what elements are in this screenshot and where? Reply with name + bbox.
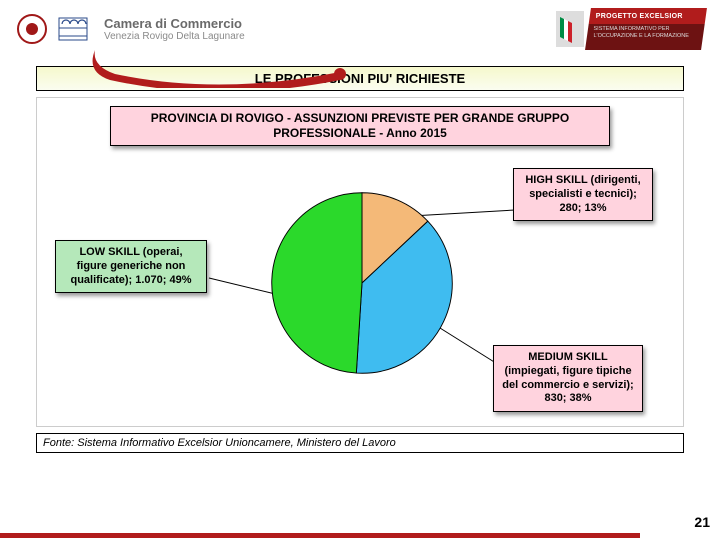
bottom-accent-bar: [0, 533, 640, 538]
excelsior-subtitle: SISTEMA INFORMATIVO PER L'OCCUPAZIONE E …: [593, 26, 697, 39]
source-citation: Fonte: Sistema Informativo Excelsior Uni…: [36, 433, 684, 453]
pie-slice-low: [272, 193, 362, 373]
excelsior-title: PROGETTO EXCELSIOR: [596, 13, 683, 20]
page-number: 21: [694, 514, 710, 530]
org-name-sub: Venezia Rovigo Delta Lagunare: [104, 31, 548, 42]
callout-low-text: LOW SKILL (operai, figure generiche non …: [70, 246, 191, 286]
callout-high-text: HIGH SKILL (dirigenti, specialisti e tec…: [525, 174, 640, 214]
pie-chart: [267, 188, 457, 378]
header-bar: Camera di Commercio Venezia Rovigo Delta…: [0, 0, 720, 54]
callout-medium-text: MEDIUM SKILL (impiegati, figure tipiche …: [502, 351, 633, 404]
emblem-logo-icon: [16, 13, 48, 45]
source-text: Fonte: Sistema Informativo Excelsior Uni…: [43, 437, 396, 449]
chart-frame: PROVINCIA DI ROVIGO - ASSUNZIONI PREVIST…: [36, 97, 684, 427]
org-name-block: Camera di Commercio Venezia Rovigo Delta…: [104, 16, 548, 42]
org-name-main: Camera di Commercio: [104, 16, 548, 31]
excelsior-badge-box: PROGETTO EXCELSIOR SISTEMA INFORMATIVO P…: [585, 8, 707, 50]
swoosh-icon: [90, 48, 350, 88]
callout-high-skill: HIGH SKILL (dirigenti, specialisti e tec…: [513, 168, 653, 221]
building-logo-icon: [58, 14, 88, 44]
excelsior-badge: PROGETTO EXCELSIOR SISTEMA INFORMATIVO P…: [556, 8, 704, 50]
italy-flag-icon: [556, 11, 584, 47]
callout-low-skill: LOW SKILL (operai, figure generiche non …: [55, 240, 207, 293]
callout-medium-skill: MEDIUM SKILL (impiegati, figure tipiche …: [493, 345, 643, 412]
